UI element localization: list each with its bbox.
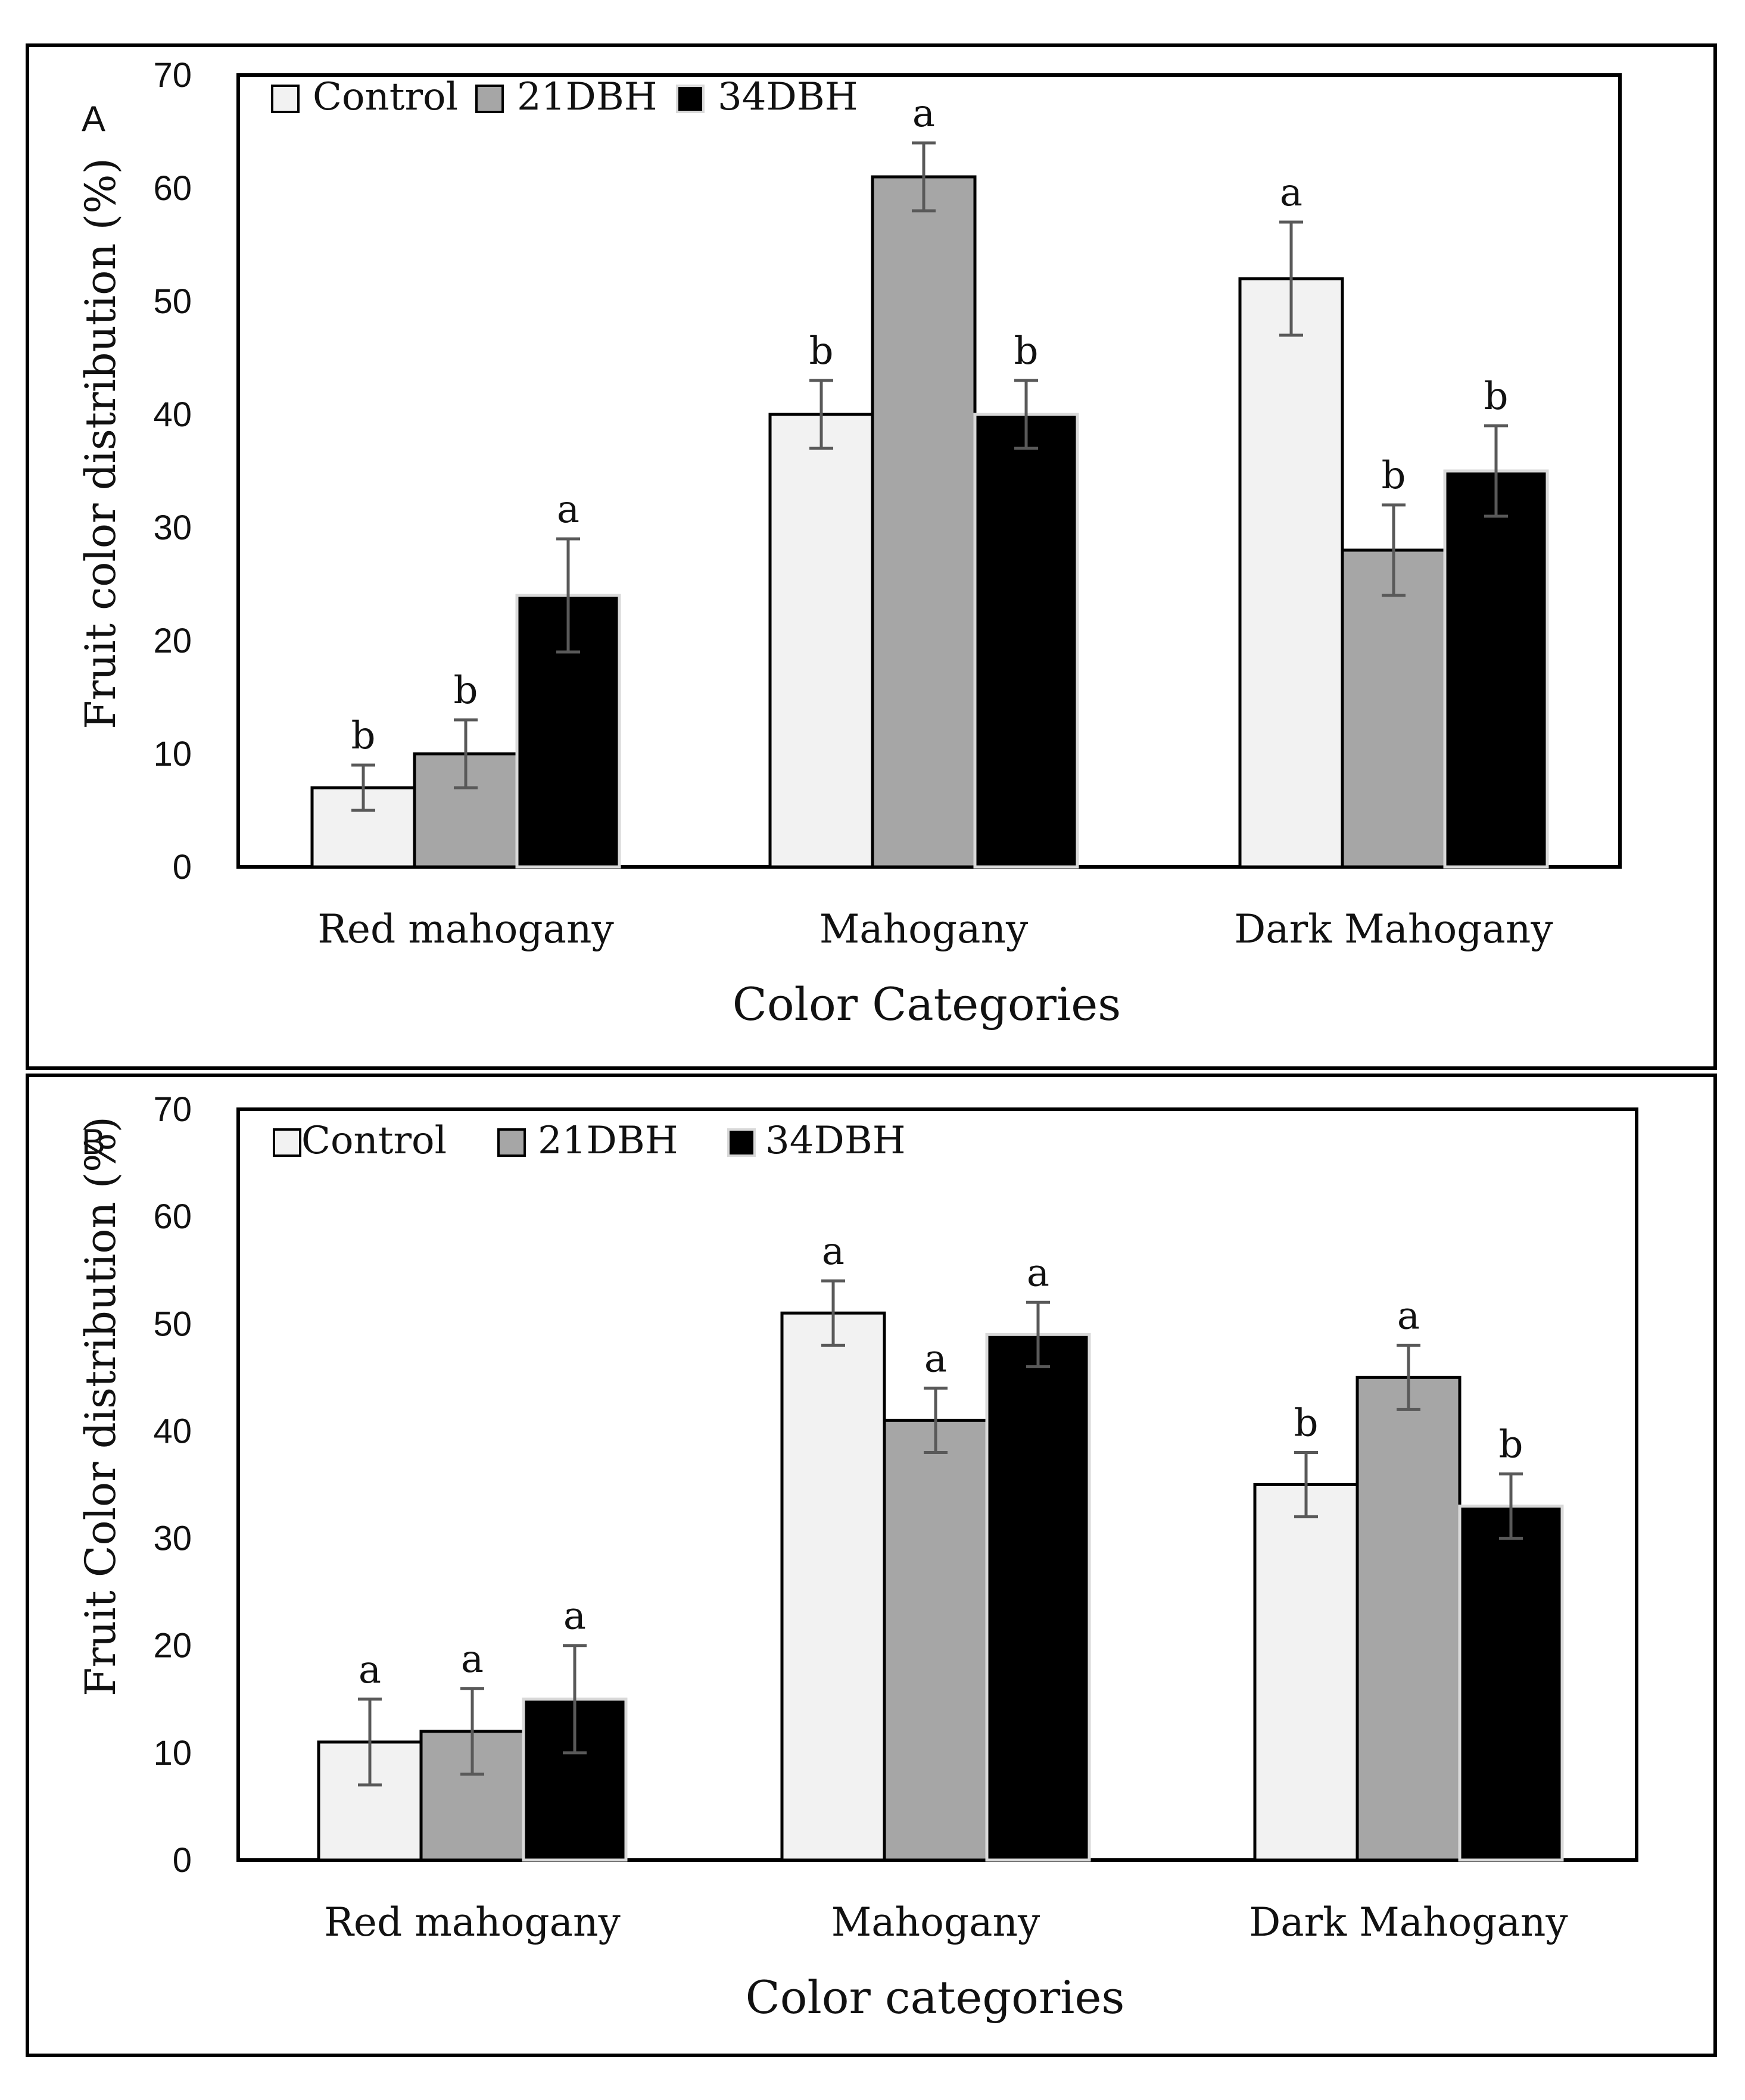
significance-letter: b (1014, 329, 1039, 373)
y-tick-label: 0 (173, 848, 192, 887)
significance-letter: a (1280, 171, 1302, 215)
y-tick-label: 40 (153, 1412, 192, 1450)
bar-34dbh (1458, 1505, 1564, 1862)
bar-control (1253, 1483, 1359, 1862)
legend-swatch-34dbh (676, 85, 705, 113)
significance-letter: a (563, 1594, 586, 1639)
legend-a: Control 21DBH 34DBH (271, 75, 858, 119)
y-tick-label: 40 (153, 395, 192, 434)
bar-34dbh (973, 413, 1079, 869)
legend-label-34dbh: 34DBH (765, 1119, 906, 1163)
y-tick-label: 30 (153, 508, 192, 547)
legend-swatch-21dbh (497, 1128, 526, 1157)
significance-letter: a (912, 92, 935, 136)
x-category-label: Dark Mahogany (1249, 1899, 1568, 1945)
y-tick-label: 0 (173, 1841, 192, 1880)
legend-label-34dbh: 34DBH (718, 75, 858, 119)
bar-control (310, 786, 416, 869)
x-category-label: Red mahogany (324, 1899, 621, 1945)
significance-letter: b (1294, 1401, 1319, 1445)
panel-b-ylabel: Fruit Color distribution (%) (76, 1116, 125, 1696)
chart-panel-b: B Fruit Color distribution (%) Color cat… (76, 1090, 1638, 2024)
significance-letter: b (454, 669, 478, 713)
significance-letter: a (557, 488, 579, 532)
significance-letter: b (1382, 454, 1406, 498)
y-tick-label: 50 (153, 1305, 192, 1343)
x-category-label: Mahogany (819, 906, 1029, 952)
x-category-label: Dark Mahogany (1234, 906, 1553, 952)
bar-21dbh (1356, 1375, 1462, 1862)
legend-swatch-21dbh (475, 85, 504, 113)
y-tick-label: 20 (153, 622, 192, 660)
significance-letter: b (1484, 375, 1509, 419)
panel-b-xlabel: Color categories (746, 1971, 1125, 2024)
bar-control (1238, 277, 1344, 869)
y-tick-label: 10 (153, 735, 192, 773)
bar-21dbh (1341, 548, 1447, 869)
bar-21dbh (883, 1418, 989, 1862)
y-tick-label: 60 (153, 1197, 192, 1236)
bar-control (768, 413, 874, 869)
significance-letter: a (1397, 1294, 1420, 1338)
significance-letter: b (809, 329, 834, 373)
bar-34dbh (1443, 469, 1549, 869)
legend-b: Control 21DBH 34DBH (273, 1119, 906, 1163)
bar-control (780, 1311, 886, 1862)
panel-b-letter: B (82, 1122, 105, 1162)
legend-label-control: Control (313, 75, 458, 119)
y-tick-label: 20 (153, 1627, 192, 1665)
panel-a-ylabel: Fruit color distribution (%) (76, 158, 125, 729)
y-tick-label: 10 (153, 1734, 192, 1773)
significance-letter: b (351, 714, 376, 758)
x-category-label: Red mahogany (317, 906, 614, 952)
significance-letter: a (822, 1230, 845, 1274)
legend-swatch-34dbh (727, 1128, 756, 1157)
bar-34dbh (985, 1333, 1091, 1862)
significance-letter: a (1027, 1251, 1049, 1295)
legend-label-21dbh: 21DBH (538, 1119, 678, 1163)
y-tick-label: 50 (153, 282, 192, 321)
panel-a-xlabel: Color Categories (733, 978, 1121, 1031)
significance-letter: a (924, 1337, 947, 1381)
x-category-label: Mahogany (831, 1899, 1040, 1945)
significance-letter: a (359, 1648, 381, 1692)
legend-swatch-control (273, 1128, 301, 1157)
chart-panel-a: A Fruit color distribution (%) Color Cat… (76, 56, 1622, 1031)
y-tick-label: 60 (153, 169, 192, 208)
legend-swatch-control (271, 85, 300, 113)
legend-label-21dbh: 21DBH (517, 75, 658, 119)
y-tick-label: 70 (153, 1090, 192, 1129)
significance-letter: b (1499, 1422, 1523, 1466)
bar-21dbh (871, 175, 977, 869)
y-tick-label: 70 (153, 56, 192, 95)
y-tick-label: 30 (153, 1519, 192, 1558)
significance-letter: a (461, 1637, 484, 1681)
legend-label-control: Control (301, 1119, 447, 1163)
panel-a-letter: A (82, 99, 105, 139)
